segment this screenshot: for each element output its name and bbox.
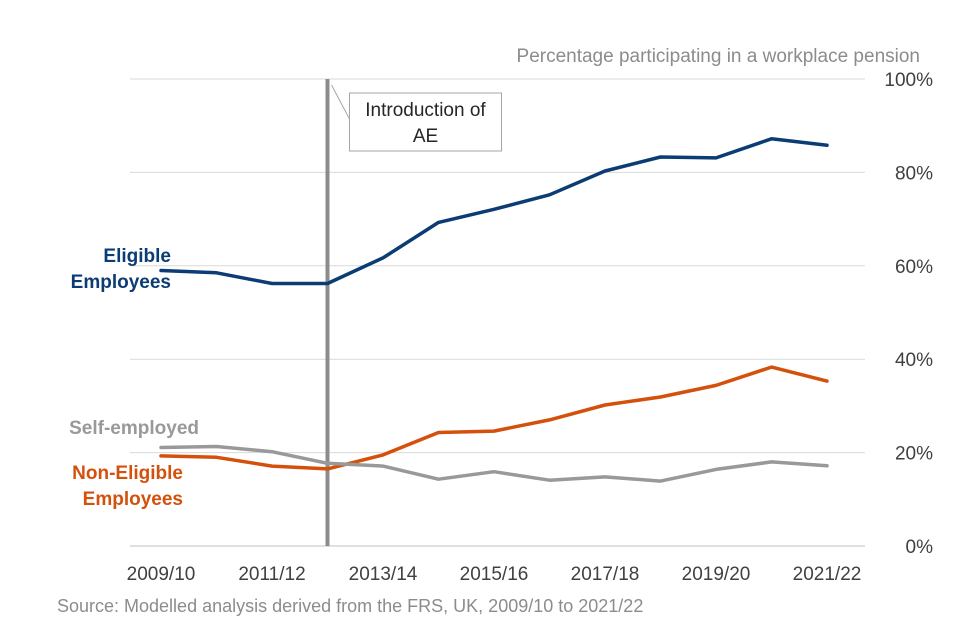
y-axis-title: Percentage participating in a workplace … xyxy=(517,46,920,67)
gridlines xyxy=(130,78,865,547)
y-tick-80: 80% xyxy=(895,163,933,184)
x-tick-2013-14: 2013/14 xyxy=(349,564,418,585)
y-tick-60: 60% xyxy=(895,257,933,278)
y-tick-40: 40% xyxy=(895,350,933,371)
series-lines xyxy=(159,137,829,483)
y-tick-100: 100% xyxy=(884,70,933,91)
x-tick-2019-20: 2019/20 xyxy=(682,564,751,585)
source-note: Source: Modelled analysis derived from t… xyxy=(57,596,643,616)
series-labels: Eligible Employees Non-Eligible Employees Se… xyxy=(69,246,199,510)
series-line-self-employed xyxy=(159,444,829,483)
ae-annotation: Introduction of AE xyxy=(325,79,502,546)
series-label-non-eligible-employees: Employees xyxy=(83,489,183,510)
series-label-eligible-employees: Eligible xyxy=(103,246,171,267)
x-tick-2021-22: 2021/22 xyxy=(793,564,862,585)
ae-callout-box xyxy=(349,92,502,152)
ae-callout-text: AE xyxy=(413,126,438,147)
y-tick-0: 0% xyxy=(906,537,934,558)
series-line-eligible-employees xyxy=(159,137,829,286)
series-label-eligible-employees: Employees xyxy=(71,272,171,293)
series-label-non-eligible-employees: Non-Eligible xyxy=(72,463,183,484)
series-label-self-employed: Self-employed xyxy=(69,418,199,439)
x-tick-2011-12: 2011/12 xyxy=(238,564,305,585)
series-line-non-eligible-employees xyxy=(159,365,829,471)
x-tick-2017-18: 2017/18 xyxy=(571,564,640,585)
y-tick-20: 20% xyxy=(895,444,933,465)
y-axis-ticks: 0% 20% 40% 60% 80% 100% xyxy=(884,70,933,558)
ae-callout-text: Introduction of xyxy=(365,100,486,121)
x-tick-2009-10: 2009/10 xyxy=(127,564,196,585)
ae-callout-leader xyxy=(331,84,350,120)
x-tick-2015-16: 2015/16 xyxy=(460,564,529,585)
x-axis-ticks: 2009/10 2011/12 2013/14 2015/16 2017/18 2019/… xyxy=(127,564,862,585)
